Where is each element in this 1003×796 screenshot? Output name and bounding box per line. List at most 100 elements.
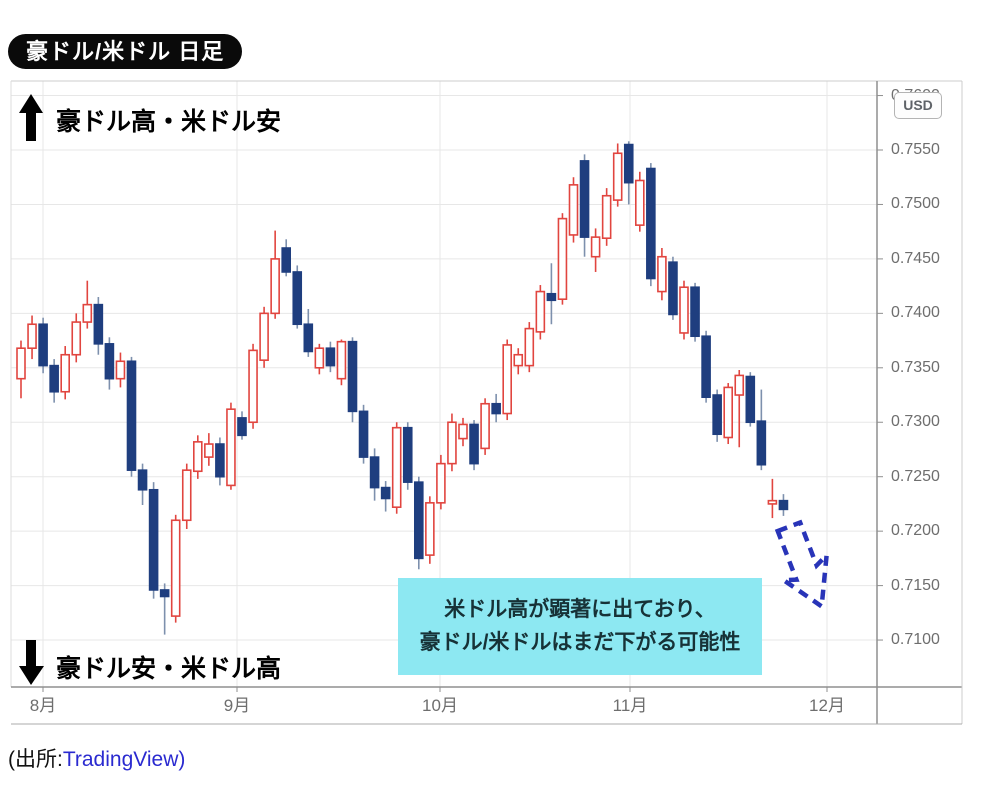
candlestick-series	[16, 141, 789, 635]
tradingview-link[interactable]: TradingView	[62, 748, 179, 771]
usd-currency-badge[interactable]: USD	[894, 92, 942, 119]
candle-down	[623, 141, 634, 205]
source-prefix: (出所:	[8, 748, 63, 771]
candle-up	[557, 213, 568, 305]
price-tick-label: 0.7150	[891, 576, 940, 594]
candle-up	[634, 171, 645, 232]
chart-borders	[10, 80, 963, 725]
candle-up	[71, 313, 82, 363]
candle-up	[458, 417, 468, 447]
candle-down	[325, 341, 336, 373]
candle-up	[204, 433, 214, 466]
candle-down	[292, 265, 303, 329]
price-tick-label: 0.7500	[891, 195, 940, 213]
candle-down	[159, 583, 170, 635]
forecast-callout-line2: 豪ドル/米ドルはまだ下がる可能性	[419, 630, 741, 654]
candle-up	[502, 339, 513, 421]
forecast-callout-line1: 米ドル高が顕著に出ており、	[444, 597, 716, 621]
candle-down	[237, 411, 247, 440]
candle-up	[657, 248, 667, 301]
candle-down	[49, 359, 59, 403]
candle-up	[612, 143, 623, 207]
candle-down	[369, 448, 380, 501]
candle-up	[734, 369, 745, 448]
candle-up	[314, 343, 325, 375]
forecast-callout: 米ドル高が顕著に出ており、 豪ドル/米ドルはまだ下がる可能性	[398, 578, 762, 675]
candle-up	[679, 280, 689, 340]
candle-up	[425, 496, 435, 564]
candle-down	[380, 481, 391, 512]
price-tick-label: 0.7100	[891, 631, 940, 649]
candle-up	[248, 343, 258, 429]
time-tick-label: 11月	[612, 696, 648, 715]
price-tick-label: 0.7350	[891, 358, 940, 376]
candle-up	[601, 188, 612, 246]
candle-down	[347, 337, 358, 423]
candle-up	[480, 398, 490, 455]
candle-down	[38, 317, 48, 374]
candle-up	[535, 285, 546, 340]
price-tick-label: 0.7400	[891, 304, 940, 322]
candle-up	[181, 463, 192, 529]
time-tick-label: 9月	[223, 696, 251, 715]
price-tick-label: 0.7250	[891, 467, 940, 485]
candle-down	[215, 437, 225, 486]
price-tick-label: 0.7450	[891, 249, 940, 267]
candle-up	[767, 478, 778, 519]
candle-down	[93, 297, 104, 355]
candle-down	[646, 163, 656, 287]
price-tick-label: 0.7550	[891, 141, 940, 158]
candle-down	[491, 393, 501, 423]
source-suffix: )	[178, 748, 186, 771]
candle-down	[104, 337, 115, 390]
candle-down	[303, 308, 314, 357]
price-tick-label: 0.7200	[891, 522, 940, 540]
time-tick-label: 12月	[809, 696, 845, 715]
candle-down	[469, 420, 479, 471]
candle-down	[701, 330, 711, 403]
candle-down	[148, 482, 159, 599]
up-arrow-icon	[19, 94, 43, 141]
candle-up	[513, 348, 524, 375]
candle-up	[447, 413, 457, 472]
candle-down	[358, 404, 369, 464]
candle-down	[690, 282, 700, 342]
down-arrow-icon	[19, 640, 44, 685]
time-tick-label: 10月	[422, 696, 458, 715]
source-note: (出所:TradingView)	[8, 743, 185, 773]
candle-down	[546, 263, 557, 325]
candle-up	[270, 230, 280, 319]
candle-up	[115, 352, 126, 388]
forecast-down-arrow-icon	[774, 519, 830, 611]
candle-down	[756, 389, 767, 471]
candle-down	[402, 422, 413, 490]
candle-up	[590, 228, 601, 272]
candle-up	[193, 435, 203, 479]
candle-up	[82, 280, 93, 329]
candle-down	[137, 463, 148, 506]
candle-up	[723, 383, 734, 445]
candle-down	[668, 256, 678, 320]
candle-down	[413, 476, 424, 570]
candle-down	[778, 494, 789, 516]
candle-up	[436, 454, 446, 510]
candle-down	[281, 239, 292, 277]
candle-down	[579, 154, 590, 257]
candle-down	[712, 389, 722, 442]
candle-up	[170, 514, 181, 623]
pair-timeframe-badge: 豪ドル/米ドル 日足	[8, 34, 243, 69]
candle-up	[568, 177, 579, 243]
candle-up	[336, 339, 347, 386]
aud-weak-label: 豪ドル安・米ドル高	[56, 655, 282, 683]
candle-up	[226, 402, 236, 490]
candle-up	[27, 315, 37, 360]
candle-down	[745, 372, 756, 427]
candle-up	[259, 306, 269, 368]
price-tick-label: 0.7300	[891, 413, 940, 431]
candle-up	[60, 346, 71, 400]
candle-up	[524, 322, 535, 373]
candle-up	[16, 340, 26, 399]
candle-up	[391, 422, 402, 514]
